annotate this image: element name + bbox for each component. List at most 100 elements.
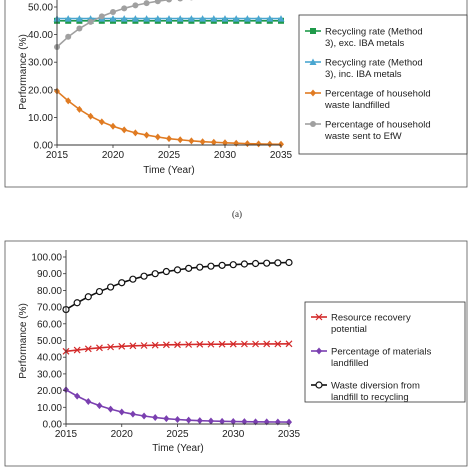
data-point xyxy=(129,342,137,350)
data-point xyxy=(154,0,161,5)
data-point xyxy=(185,341,193,348)
chart-b-y-tick-label: 100.00 xyxy=(31,253,62,264)
data-point xyxy=(151,341,159,349)
data-point xyxy=(98,118,105,126)
data-point xyxy=(143,15,151,22)
data-point xyxy=(177,136,184,144)
data-point xyxy=(196,263,204,271)
legend-label-recycling-rate-method-3-exc-iba-metals: Recycling rate (Method 3), exc. IBA metal… xyxy=(325,27,423,50)
data-point xyxy=(207,262,215,270)
data-point xyxy=(229,261,237,269)
data-point xyxy=(174,341,181,349)
data-point xyxy=(64,15,72,22)
data-point xyxy=(110,122,116,130)
data-point xyxy=(75,15,83,22)
data-point xyxy=(106,283,115,291)
data-point xyxy=(263,340,271,348)
data-point xyxy=(285,258,293,267)
data-point xyxy=(230,417,237,425)
chart-a-legend: Recycling rate (Method 3), exc. IBA metal… xyxy=(298,14,468,155)
chart-a-y-tick-label: 30.00 xyxy=(28,58,53,69)
chart-a-x-tick-label: 2035 xyxy=(270,150,293,161)
data-point xyxy=(174,415,181,423)
series-points-recycling-rate-method-3-inc-iba-metals xyxy=(53,15,285,22)
data-point xyxy=(141,412,148,420)
data-point xyxy=(74,392,81,400)
data-point xyxy=(196,340,204,348)
data-point xyxy=(152,413,159,421)
data-point xyxy=(232,15,240,22)
data-point xyxy=(210,138,217,146)
legend-swatch-marker xyxy=(310,89,316,97)
data-point xyxy=(210,15,218,22)
series-points-resource-recovery-potential xyxy=(62,340,293,355)
data-point xyxy=(87,112,94,120)
data-point xyxy=(87,18,94,25)
data-point xyxy=(222,139,228,147)
legend-label-resource-recovery-potential: Resource recovery potential xyxy=(331,313,411,336)
chart-a-x-tick-label: 2020 xyxy=(102,150,125,161)
data-point xyxy=(165,15,173,22)
legend-label-waste-diversion-from-landfill-to-recycling: Waste diversion from landfill to recyclin… xyxy=(331,381,420,404)
chart-b-y-tick-label: 50.00 xyxy=(37,336,62,347)
legend-label-percentage-of-household-waste-sent-to-efw: Percentage of household waste sent to EfW xyxy=(324,120,431,143)
series-points-percentage-of-materials-landfilled xyxy=(63,386,292,426)
series-line-percentage-of-household-waste-sent-to-efw xyxy=(56,0,173,48)
legend-swatch-marker xyxy=(310,121,316,127)
data-point xyxy=(251,259,260,268)
data-point xyxy=(109,15,117,22)
chart-a-svg: 0.00 10.00 20.00 30.00 40.00 50.00 2015 2020 202… xyxy=(4,0,468,188)
data-point xyxy=(162,341,170,349)
data-point xyxy=(121,126,128,134)
chart-b-x-tick-label: 2030 xyxy=(222,429,245,440)
data-point xyxy=(166,0,172,3)
legend-label-percentage-of-household-waste-landfilled: Percentage of household waste landfilled xyxy=(324,89,431,112)
chart-a-x-tick-label: 2015 xyxy=(46,150,69,161)
data-point xyxy=(85,397,92,405)
chart-panel-a: 0.00 10.00 20.00 30.00 40.00 50.00 2015 2020 202… xyxy=(0,0,474,190)
data-point xyxy=(266,15,274,22)
chart-a-x-tick-label: 2025 xyxy=(158,150,181,161)
chart-b-y-tick-label: 60.00 xyxy=(37,319,62,330)
data-point xyxy=(240,260,248,268)
data-point xyxy=(131,15,139,22)
chart-b-y-tick-label: 0.00 xyxy=(43,420,63,431)
data-point xyxy=(118,342,126,350)
data-point xyxy=(129,275,137,283)
chart-a-y-tick-label: 40.00 xyxy=(28,30,53,41)
legend-label-percentage-of-materials-landfilled: Percentage of materials landfilled xyxy=(331,347,432,370)
data-point xyxy=(140,342,148,349)
data-point xyxy=(166,135,172,143)
chart-b-y-tick-label: 40.00 xyxy=(37,353,62,364)
chart-a-x-axis-title: Time (Year) xyxy=(143,165,195,176)
data-point xyxy=(185,264,193,272)
data-point xyxy=(143,0,150,7)
data-point xyxy=(98,13,105,20)
data-point xyxy=(96,402,103,410)
data-point xyxy=(118,408,125,416)
data-point xyxy=(218,340,226,348)
data-point xyxy=(266,140,273,148)
chart-b-y-tick-label: 90.00 xyxy=(37,269,62,280)
chart-a-y-tick-label: 20.00 xyxy=(28,85,53,96)
data-point xyxy=(84,293,92,301)
data-point xyxy=(129,410,136,418)
chart-a-y-tick-label: 50.00 xyxy=(28,3,53,14)
data-point xyxy=(185,416,192,424)
legend-swatch-marker xyxy=(315,313,323,321)
series-points-percentage-of-household-waste-sent-to-efw xyxy=(54,0,193,51)
data-point xyxy=(95,287,104,296)
data-point xyxy=(241,418,248,426)
chart-a-y-axis-title: Performance (%) xyxy=(18,34,29,110)
data-point xyxy=(252,340,259,348)
data-point xyxy=(277,15,285,22)
data-point xyxy=(118,279,126,287)
data-point xyxy=(140,272,148,280)
chart-b-y-tick-label: 10.00 xyxy=(37,403,62,414)
data-point xyxy=(154,133,161,141)
data-point xyxy=(218,261,226,269)
data-point xyxy=(263,259,271,267)
series-points-percentage-of-household-waste-landfilled xyxy=(54,87,284,148)
data-point xyxy=(173,266,182,274)
data-point xyxy=(240,340,248,348)
